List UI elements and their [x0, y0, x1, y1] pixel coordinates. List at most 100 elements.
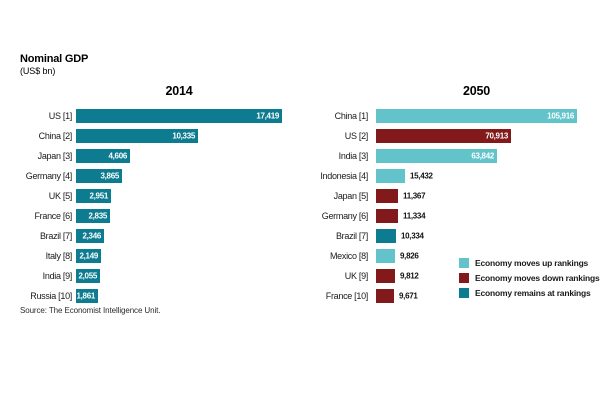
- gdp-bar: 10,335: [76, 129, 198, 143]
- bar-track: 2,055: [76, 269, 282, 283]
- gdp-bar: 10,334: [376, 229, 424, 243]
- gdp-value-label: 15,432: [410, 171, 433, 181]
- country-rank-label: China [1]: [334, 111, 369, 121]
- chart-row: Indonesia [4] 15,432: [300, 166, 578, 186]
- chart-row: Brazil [7] 10,334: [300, 226, 578, 246]
- gdp-bar: 4,606: [76, 149, 130, 163]
- bar-track: 15,432: [376, 169, 578, 183]
- country-rank-label: Japan [3]: [37, 151, 73, 161]
- chart-row: UK [5] 2,951: [18, 186, 282, 206]
- gdp-value-label: 10,335: [172, 131, 195, 141]
- chart-row: India [9] 2,055: [18, 266, 282, 286]
- chart-row: US [1] 17,419: [18, 106, 282, 126]
- gdp-bar: 9,812: [376, 269, 419, 283]
- gdp-value-label: 10,334: [401, 231, 424, 241]
- country-rank-label: Germany [4]: [25, 171, 73, 181]
- gdp-bar: 2,835: [76, 209, 110, 223]
- chart-2014: 2014 US [1] 17,419 China [2] 10,335 Japa…: [18, 84, 282, 306]
- bar-track: 2,951: [76, 189, 282, 203]
- country-rank-label: France [6]: [34, 211, 72, 221]
- chart-row: France [6] 2,835: [18, 206, 282, 226]
- legend-item: Economy moves down rankings: [459, 270, 600, 285]
- chart-2050-rows: China [1] 105,916 US [2] 70,913 India [3…: [300, 106, 578, 306]
- country-rank-label: Indonesia [4]: [320, 171, 368, 181]
- legend-swatch-same-icon: [459, 287, 469, 298]
- bar-track: 1,861: [76, 289, 282, 303]
- gdp-bar: 2,055: [76, 269, 100, 283]
- chart-row: China [2] 10,335: [18, 126, 282, 146]
- gdp-value-label: 105,916: [547, 111, 574, 121]
- legend-label: Economy remains at rankings: [475, 287, 591, 298]
- legend-label: Economy moves up rankings: [475, 257, 589, 268]
- gdp-value-label: 11,367: [403, 191, 426, 201]
- gdp-bar: 15,432: [376, 169, 433, 183]
- legend-swatch-down-icon: [459, 272, 469, 283]
- bar-track: 3,865: [76, 169, 282, 183]
- legend-swatch-up-icon: [459, 257, 469, 268]
- country-rank-label: Russia [10]: [30, 291, 72, 301]
- chart-row: India [3] 63,842: [300, 146, 578, 166]
- chart-row: Mexico [8] 9,826: [300, 246, 578, 266]
- gdp-value-label: 2,055: [78, 271, 97, 281]
- gdp-bar: 63,842: [376, 149, 497, 163]
- gdp-bar: 70,913: [376, 129, 511, 143]
- gdp-bar: 11,334: [376, 209, 426, 223]
- chart-2014-rows: US [1] 17,419 China [2] 10,335 Japan [3]…: [18, 106, 282, 306]
- chart-title: Nominal GDP: [20, 53, 89, 65]
- chart-row: France [10] 9,671: [300, 286, 578, 306]
- bar-track: 11,367: [376, 189, 578, 203]
- chart-2014-header: 2014: [165, 84, 193, 98]
- gdp-value-label: 70,913: [485, 131, 508, 141]
- chart-2050: 2050 China [1] 105,916 US [2] 70,913 Ind…: [300, 84, 578, 306]
- gdp-value-label: 63,842: [471, 151, 494, 161]
- country-rank-label: US [1]: [48, 111, 73, 121]
- gdp-value-label: 2,951: [89, 191, 108, 201]
- country-rank-label: Brazil [7]: [39, 231, 72, 241]
- gdp-value-label: 4,606: [108, 151, 127, 161]
- chart-title-block: Nominal GDP (US$ bn): [20, 53, 88, 77]
- gdp-bar: 17,419: [76, 109, 282, 123]
- gdp-value-label: 3,865: [100, 171, 119, 181]
- bar-track: 4,606: [76, 149, 282, 163]
- bar-track: 105,916: [376, 109, 578, 123]
- chart-row: Russia [10] 1,861: [18, 286, 282, 306]
- country-rank-label: UK [9]: [344, 271, 369, 281]
- bar-track: 63,842: [376, 149, 578, 163]
- gdp-bar: 2,346: [76, 229, 104, 243]
- bar-track: 2,835: [76, 209, 282, 223]
- gdp-value-label: 2,346: [82, 231, 101, 241]
- country-rank-label: China [2]: [38, 131, 73, 141]
- country-rank-label: Japan [5]: [333, 191, 369, 201]
- gdp-bar: 1,861: [76, 289, 98, 303]
- legend-item: Economy moves up rankings: [459, 255, 600, 270]
- gdp-value-label: 1,861: [76, 291, 95, 301]
- country-rank-label: Italy [8]: [45, 251, 73, 261]
- gdp-bar: 11,367: [376, 189, 426, 203]
- legend-item: Economy remains at rankings: [459, 285, 600, 300]
- gdp-value-label: 17,419: [256, 111, 279, 121]
- country-rank-label: US [2]: [344, 131, 369, 141]
- chart-row: Germany [6] 11,334: [300, 206, 578, 226]
- bar-track: 70,913: [376, 129, 578, 143]
- country-rank-label: Mexico [8]: [329, 251, 368, 261]
- gdp-value-label: 2,149: [79, 251, 98, 261]
- gdp-value-label: 9,812: [400, 271, 419, 281]
- country-rank-label: India [9]: [42, 271, 73, 281]
- gdp-bar: 3,865: [76, 169, 122, 183]
- legend: Economy moves up rankings Economy moves …: [459, 255, 600, 300]
- chart-row: Germany [4] 3,865: [18, 166, 282, 186]
- gdp-value-label: 9,826: [400, 251, 419, 261]
- chart-row: China [1] 105,916: [300, 106, 578, 126]
- chart-row: Brazil [7] 2,346: [18, 226, 282, 246]
- legend-label: Economy moves down rankings: [475, 272, 600, 283]
- country-rank-label: India [3]: [338, 151, 369, 161]
- bar-track: 10,334: [376, 229, 578, 243]
- chart-2050-header: 2050: [462, 84, 490, 98]
- gdp-value-label: 9,671: [399, 291, 418, 301]
- gdp-bar: 9,826: [376, 249, 419, 263]
- chart-subtitle: (US$ bn): [20, 66, 56, 76]
- bar-track: 10,335: [76, 129, 282, 143]
- country-rank-label: France [10]: [325, 291, 369, 301]
- gdp-bar: 2,951: [76, 189, 111, 203]
